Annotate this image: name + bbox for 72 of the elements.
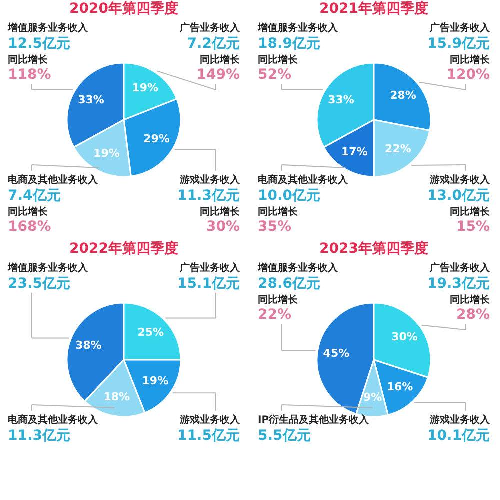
text: 11.3亿元: [177, 188, 240, 204]
text: 15%: [456, 219, 490, 235]
text: 23.5亿元: [8, 276, 71, 292]
slice-label: 游戏业务收入: [179, 414, 241, 426]
slice-label: IP衍生品及其他业务收入: [258, 414, 370, 426]
text: 30%: [206, 219, 240, 235]
text: 19.3亿元: [427, 276, 490, 292]
text: 11.3亿元: [8, 428, 71, 444]
slice-label: 广告业务收入: [179, 22, 241, 34]
data-label: 33%: [78, 94, 104, 107]
slice-label: 广告业务收入: [179, 262, 241, 274]
data-label: 29%: [144, 132, 170, 146]
chart-title: 2023年第四季度: [320, 240, 428, 257]
text: 11.5亿元: [177, 428, 240, 444]
text: 同比增长: [8, 54, 49, 66]
slice-label: 广告业务收入: [429, 262, 491, 274]
text: 28.6亿元: [258, 276, 321, 292]
data-label: 30%: [392, 330, 418, 344]
text: 同比增长: [258, 206, 299, 218]
text: 15.9亿元: [427, 36, 490, 52]
slice-label: 广告业务收入: [429, 22, 491, 34]
text: 168%: [8, 219, 52, 235]
text: 15.1亿元: [177, 276, 240, 292]
text: 5.5亿元: [258, 428, 311, 444]
data-label: 38%: [75, 339, 102, 352]
slice-label: 增值服务业务收入: [7, 22, 89, 34]
text: 52%: [258, 67, 292, 83]
data-label: 19%: [142, 374, 169, 388]
text: 35%: [258, 219, 292, 235]
chart-title: 2020年第四季度: [70, 0, 178, 17]
text: 149%: [196, 67, 240, 83]
slice-label: 游戏业务收入: [429, 174, 491, 186]
text: 22%: [258, 307, 292, 323]
data-label: 9%: [363, 390, 382, 404]
data-label: 18%: [104, 390, 130, 404]
text: 10.0亿元: [258, 188, 321, 204]
slice-label: 游戏业务收入: [429, 414, 491, 426]
slice-label: 电商及其他业务收入: [8, 174, 99, 186]
slice-label: 增值服务业务收入: [257, 262, 339, 274]
data-label: 19%: [94, 146, 120, 160]
text: 同比增长: [8, 206, 49, 218]
data-label: 45%: [323, 347, 350, 360]
text: 118%: [8, 67, 52, 83]
slice-label: 增值服务业务收入: [7, 262, 89, 274]
slice-label: 电商及其他业务收入: [8, 414, 99, 426]
data-label: 28%: [390, 88, 416, 102]
text: 同比增长: [450, 54, 491, 66]
text: 同比增长: [450, 294, 491, 306]
text: 10.1亿元: [427, 428, 490, 444]
slice-label: 电商及其他业务收入: [258, 174, 349, 186]
text: 同比增长: [450, 206, 491, 218]
data-label: 33%: [328, 94, 354, 107]
data-label: 25%: [138, 326, 164, 340]
text: 7.4亿元: [8, 188, 61, 204]
text: 同比增长: [200, 206, 241, 218]
text: 12.5亿元: [8, 36, 71, 52]
text: 13.0亿元: [427, 188, 490, 204]
text: 120%: [446, 67, 490, 83]
chart-title: 2022年第四季度: [70, 240, 178, 257]
text: 同比增长: [258, 54, 299, 66]
text: 28%: [456, 307, 490, 323]
slice-label: 游戏业务收入: [179, 174, 241, 186]
data-label: 17%: [341, 146, 368, 159]
data-label: 16%: [386, 380, 414, 394]
data-label: 19%: [132, 82, 159, 95]
data-label: 22%: [385, 142, 412, 156]
slice-label: 增值服务业务收入: [257, 22, 339, 34]
chart-title: 2021年第四季度: [320, 0, 428, 17]
text: 18.9亿元: [258, 36, 321, 52]
text: 同比增长: [200, 54, 241, 66]
text: 同比增长: [258, 294, 299, 306]
text: 7.2亿元: [187, 36, 240, 52]
